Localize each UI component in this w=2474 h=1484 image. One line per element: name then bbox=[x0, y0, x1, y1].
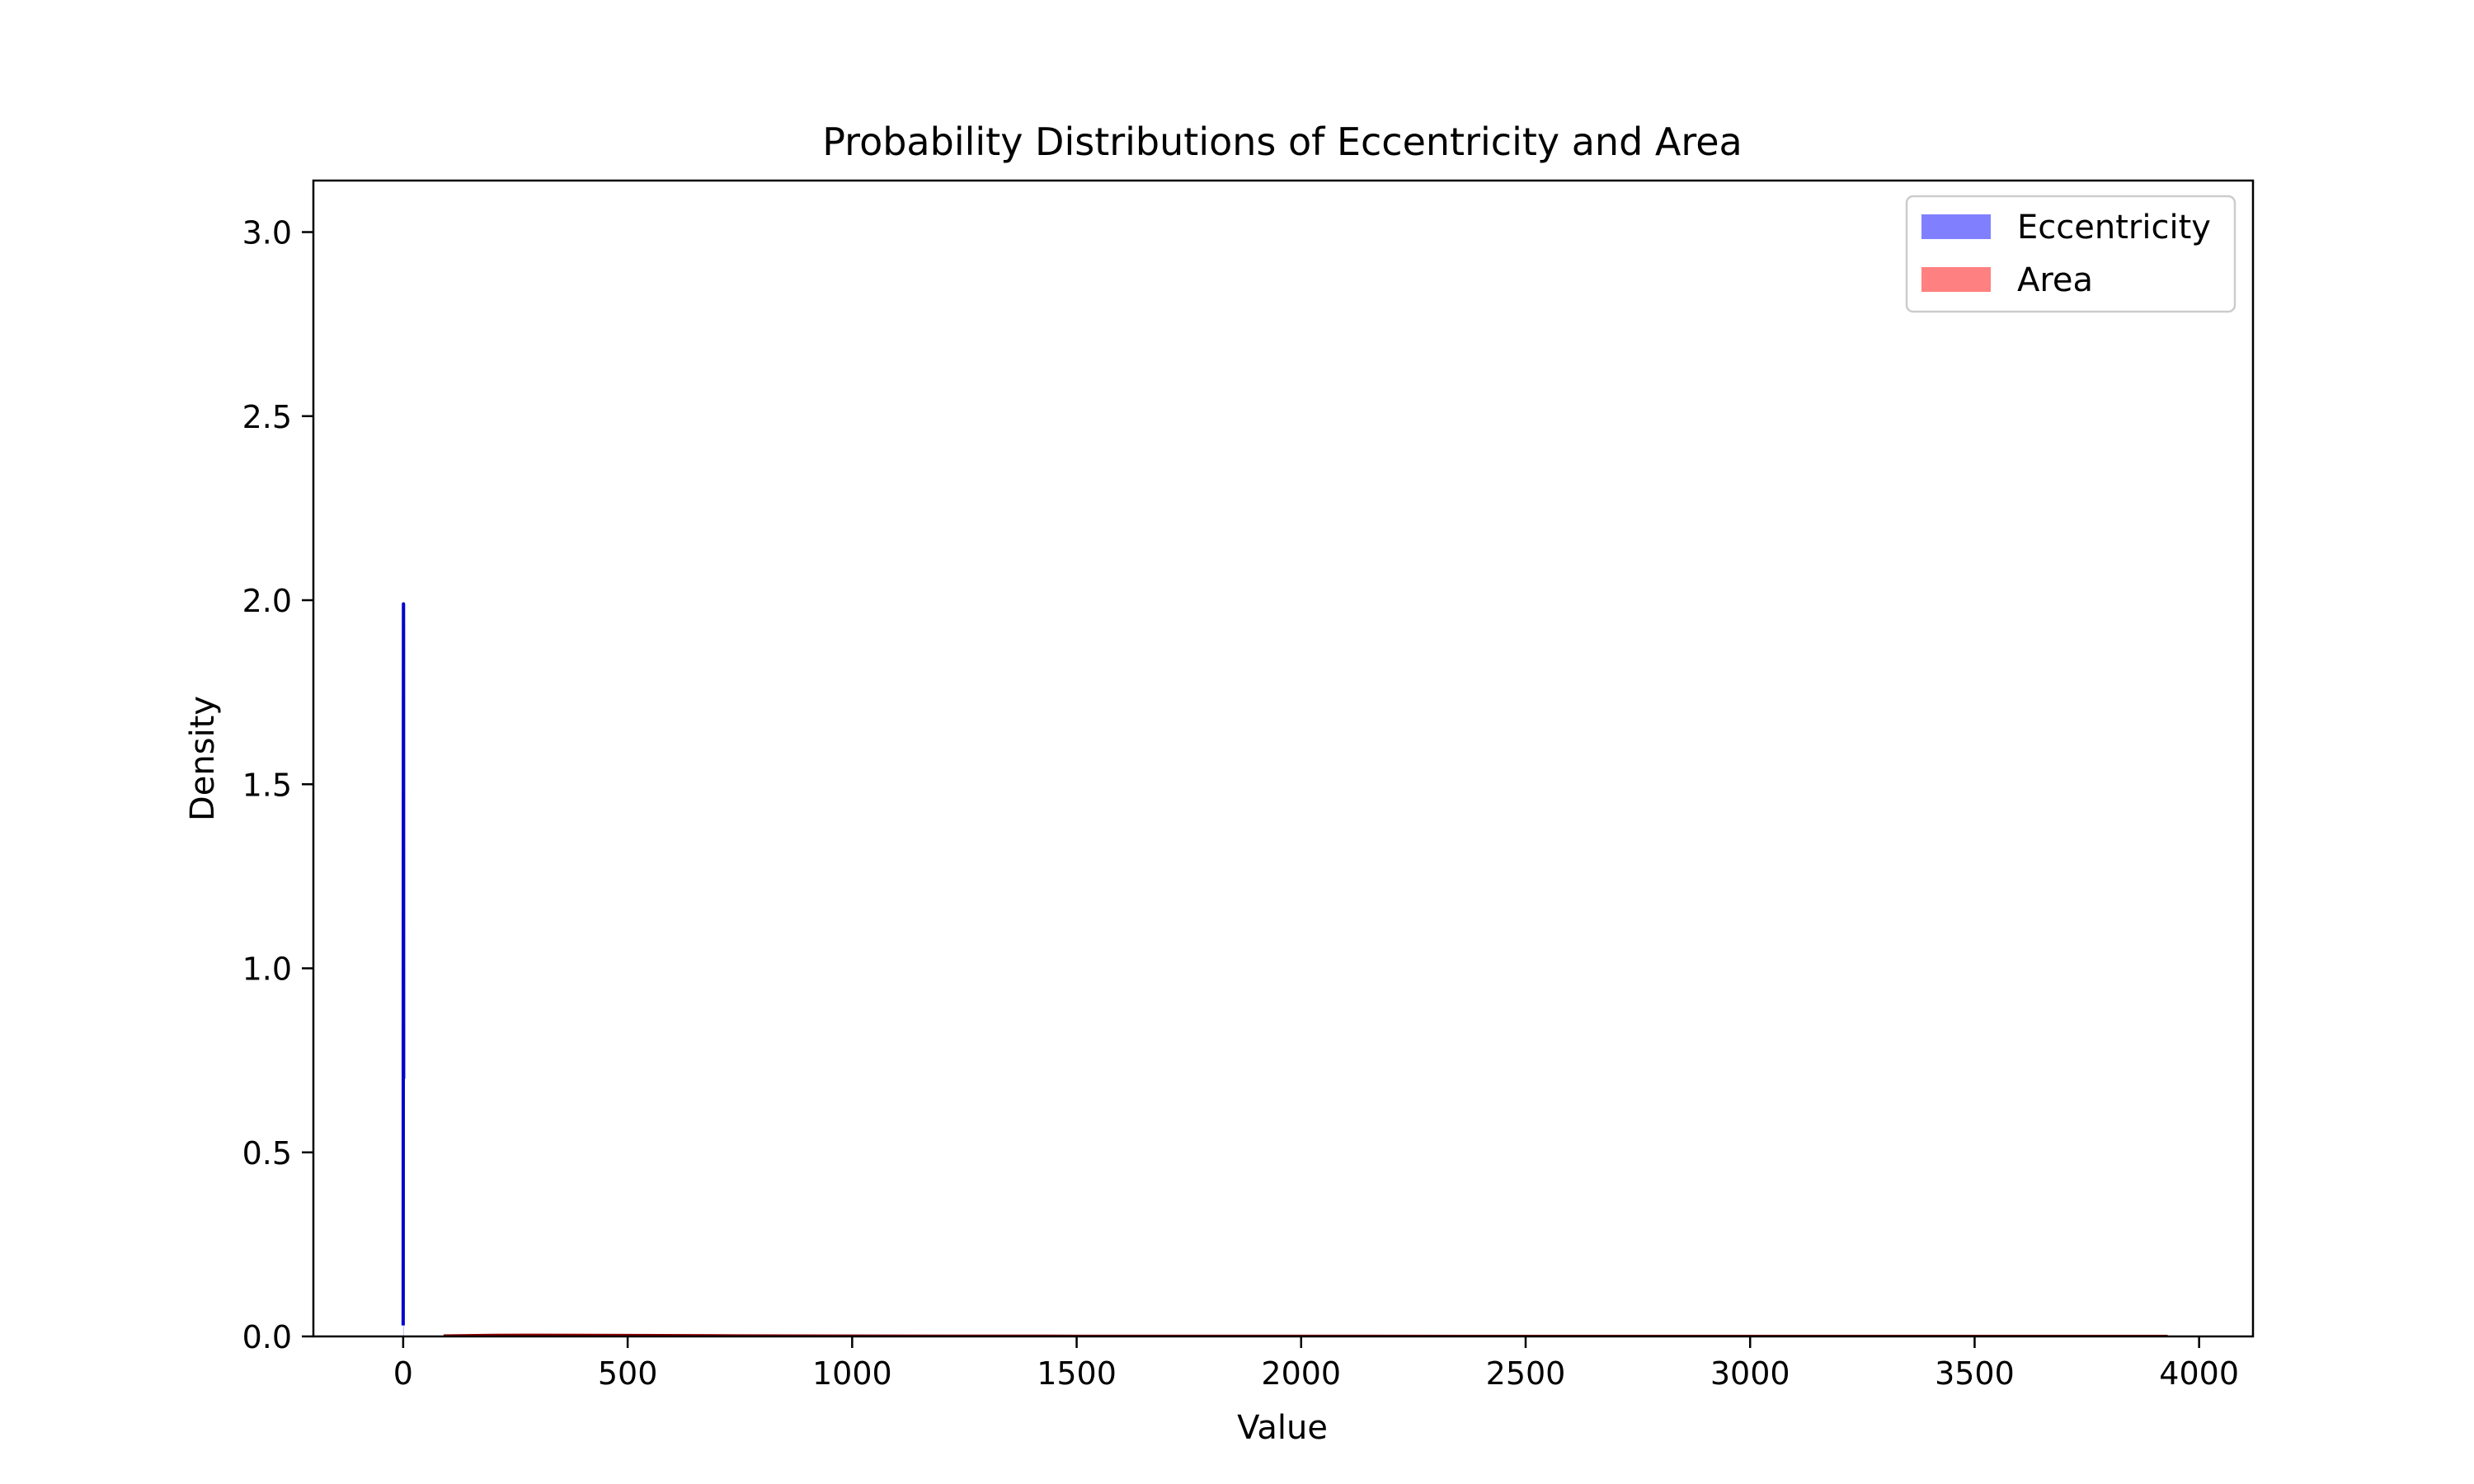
legend: Eccentricity Area bbox=[1905, 195, 2236, 313]
x-tick-label: 3000 bbox=[1710, 1355, 1790, 1392]
x-axis-label: Value bbox=[1237, 1409, 1328, 1447]
legend-swatch-eccentricity bbox=[1921, 214, 1991, 239]
y-axis: 0.0 0.5 1.0 1.5 2.0 2.5 3.0 bbox=[242, 215, 313, 1355]
x-tick-label: 1500 bbox=[1037, 1355, 1117, 1392]
x-tick-label: 4000 bbox=[2159, 1355, 2239, 1392]
y-tick-label: 1.5 bbox=[242, 767, 292, 803]
x-tick-label: 1000 bbox=[812, 1355, 892, 1392]
x-tick-label: 3500 bbox=[1935, 1355, 2015, 1392]
series-line-eccentricity bbox=[401, 602, 406, 1326]
legend-swatch-area bbox=[1921, 267, 1991, 292]
legend-label-area: Area bbox=[2017, 261, 2093, 299]
y-tick-label: 1.0 bbox=[242, 951, 292, 988]
y-tick-label: 3.0 bbox=[242, 215, 292, 251]
legend-label-eccentricity: Eccentricity bbox=[2017, 209, 2211, 247]
y-tick-label: 2.0 bbox=[242, 583, 292, 619]
plot-area-frame bbox=[312, 179, 2255, 1338]
chart-title: Probability Distributions of Eccentricit… bbox=[822, 120, 1743, 164]
y-tick-label: 2.5 bbox=[242, 399, 292, 435]
x-tick-label: 500 bbox=[598, 1355, 658, 1392]
x-tick-label: 2500 bbox=[1486, 1355, 1566, 1392]
x-tick-label: 2000 bbox=[1261, 1355, 1341, 1392]
x-axis: 0 500 1000 1500 2000 2500 3000 3500 4000 bbox=[393, 1336, 2239, 1392]
y-tick-label: 0.0 bbox=[242, 1319, 292, 1355]
x-tick-label: 0 bbox=[393, 1355, 413, 1392]
y-axis-label: Density bbox=[184, 696, 222, 821]
y-tick-label: 0.5 bbox=[242, 1135, 292, 1172]
